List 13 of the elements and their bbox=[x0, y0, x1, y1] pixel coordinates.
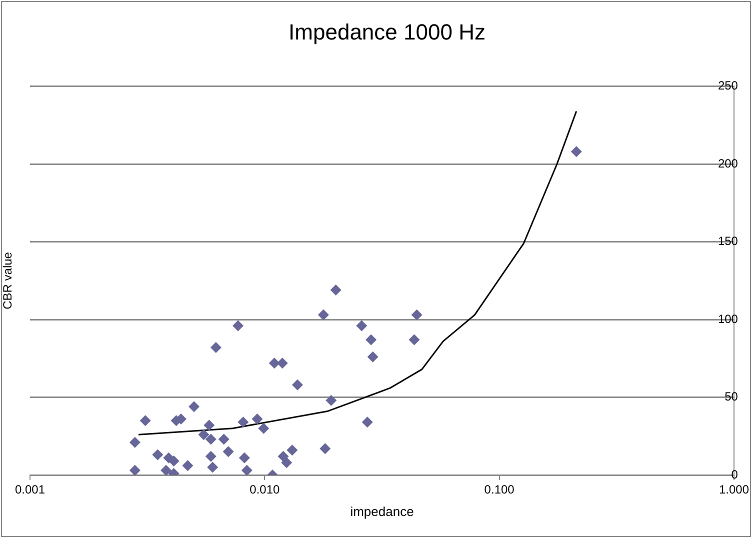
y-axis-title: CBR value bbox=[0, 252, 14, 310]
y-tick-label: 50 bbox=[724, 390, 738, 404]
x-tick-label: 1.000 bbox=[718, 482, 750, 497]
y-tick-label: 0 bbox=[731, 467, 738, 482]
x-tick-label: 0.010 bbox=[250, 482, 280, 497]
y-tick-label: 250 bbox=[718, 78, 738, 93]
x-tick-label: 0.100 bbox=[484, 482, 515, 497]
y-tick-label: 100 bbox=[718, 312, 738, 326]
chart-title: Impedance 1000 Hz bbox=[288, 19, 486, 44]
x-tick-label: 0.001 bbox=[14, 482, 46, 497]
x-axis-title: impedance bbox=[350, 504, 414, 519]
y-tick-label: 200 bbox=[718, 156, 738, 170]
y-tick-label: 150 bbox=[718, 234, 738, 248]
